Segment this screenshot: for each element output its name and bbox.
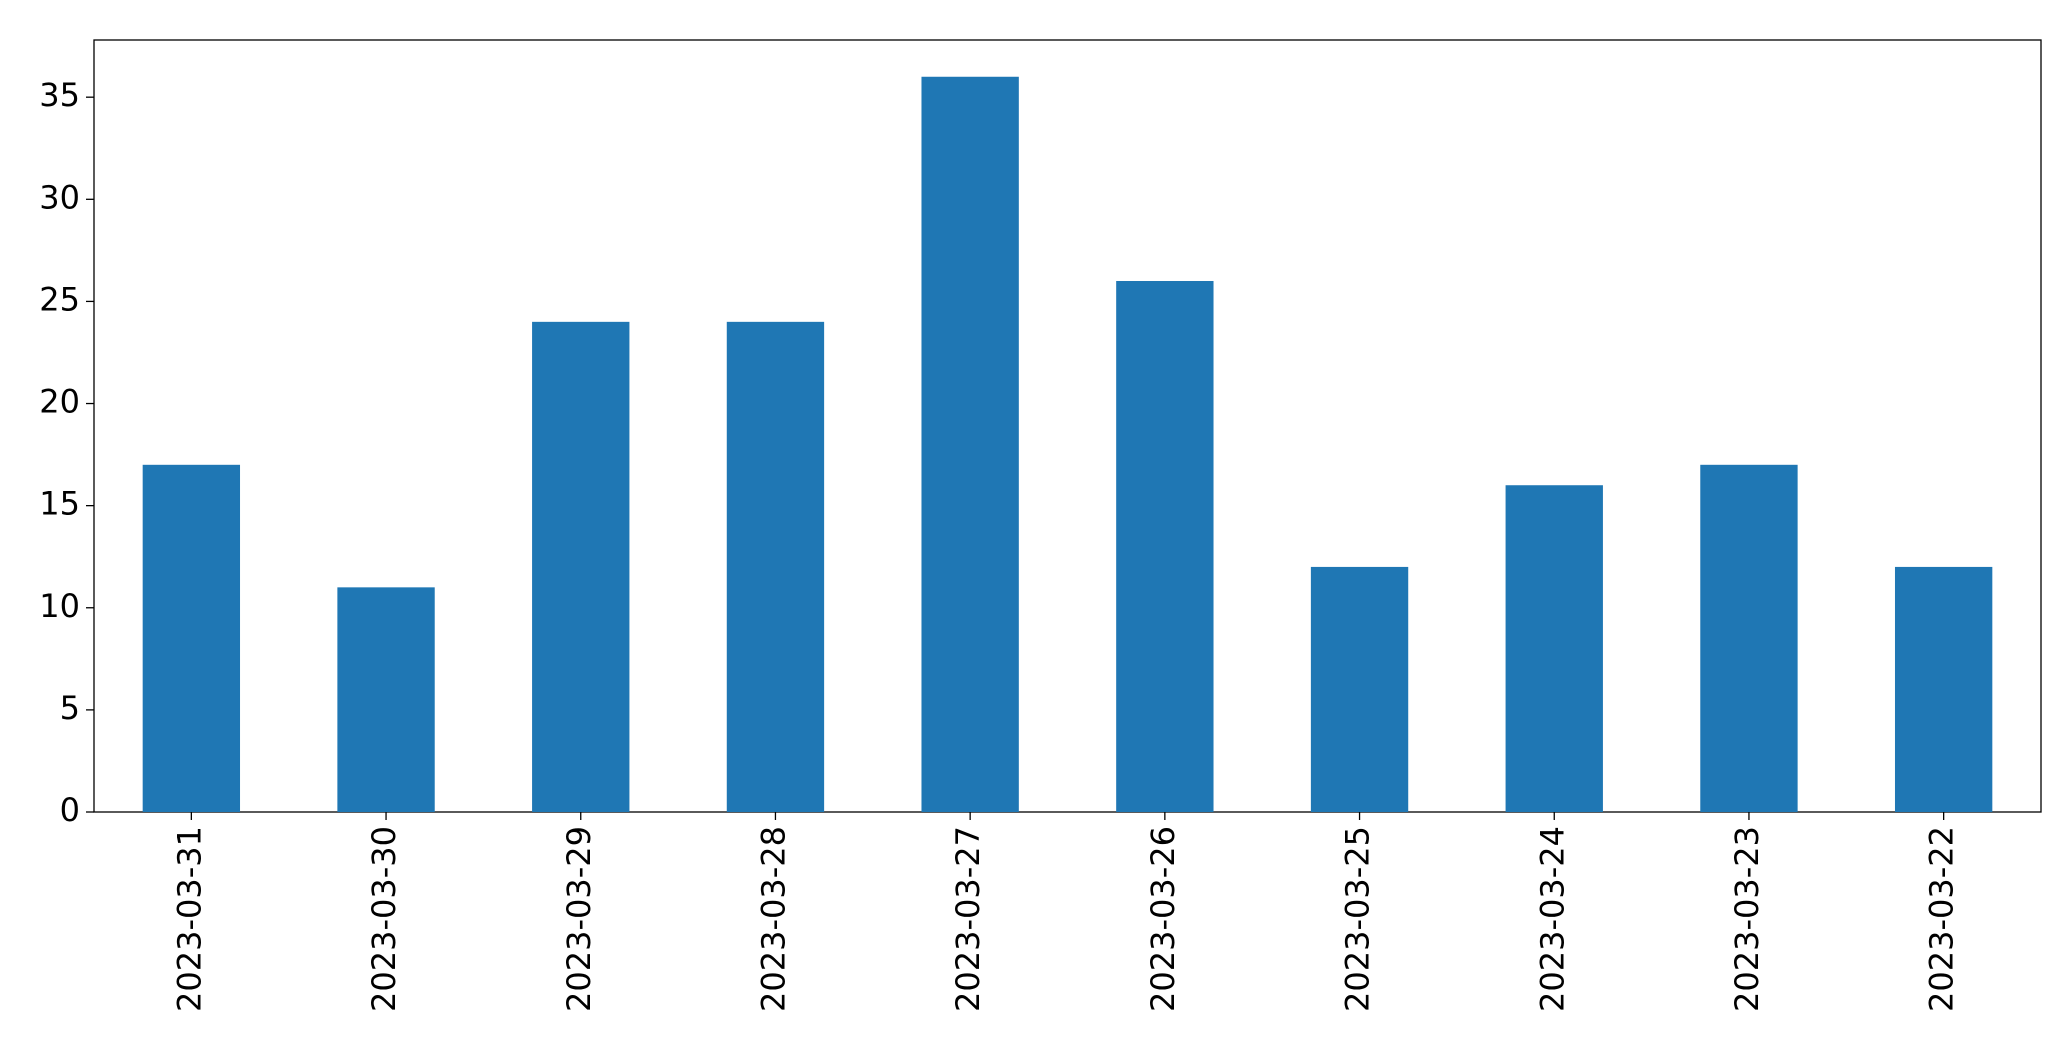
y-tick-label: 5: [60, 689, 80, 727]
y-tick-label: 35: [39, 76, 80, 114]
bar: [921, 76, 1019, 812]
x-tick-label: 2023-03-22: [1923, 826, 1961, 1012]
bar: [1894, 566, 1993, 812]
x-tick-label: 2023-03-31: [170, 826, 208, 1012]
y-tick-label: 15: [39, 485, 80, 523]
bar: [1310, 566, 1409, 812]
x-tick-label: 2023-03-30: [365, 826, 403, 1012]
y-tick-label: 0: [60, 791, 80, 829]
bar: [1700, 464, 1798, 812]
bar: [337, 587, 435, 812]
x-tick-label: 2023-03-24: [1533, 826, 1571, 1012]
y-tick-label: 25: [39, 280, 80, 318]
x-tick-label: 2023-03-28: [754, 826, 792, 1012]
x-tick-label: 2023-03-26: [1144, 826, 1182, 1012]
bar: [142, 464, 241, 812]
y-tick-label: 20: [39, 383, 80, 421]
x-tick-label: 2023-03-29: [560, 826, 598, 1012]
x-tick-label: 2023-03-23: [1728, 826, 1766, 1012]
bar: [532, 321, 630, 812]
x-tick-label: 2023-03-27: [949, 826, 987, 1012]
y-tick-label: 10: [39, 587, 80, 625]
y-tick-label: 30: [39, 178, 80, 216]
bar: [1116, 280, 1214, 812]
bar: [1505, 485, 1603, 812]
plot-frame: [93, 39, 2042, 813]
bar: [726, 321, 825, 812]
x-tick-label: 2023-03-25: [1339, 826, 1377, 1012]
